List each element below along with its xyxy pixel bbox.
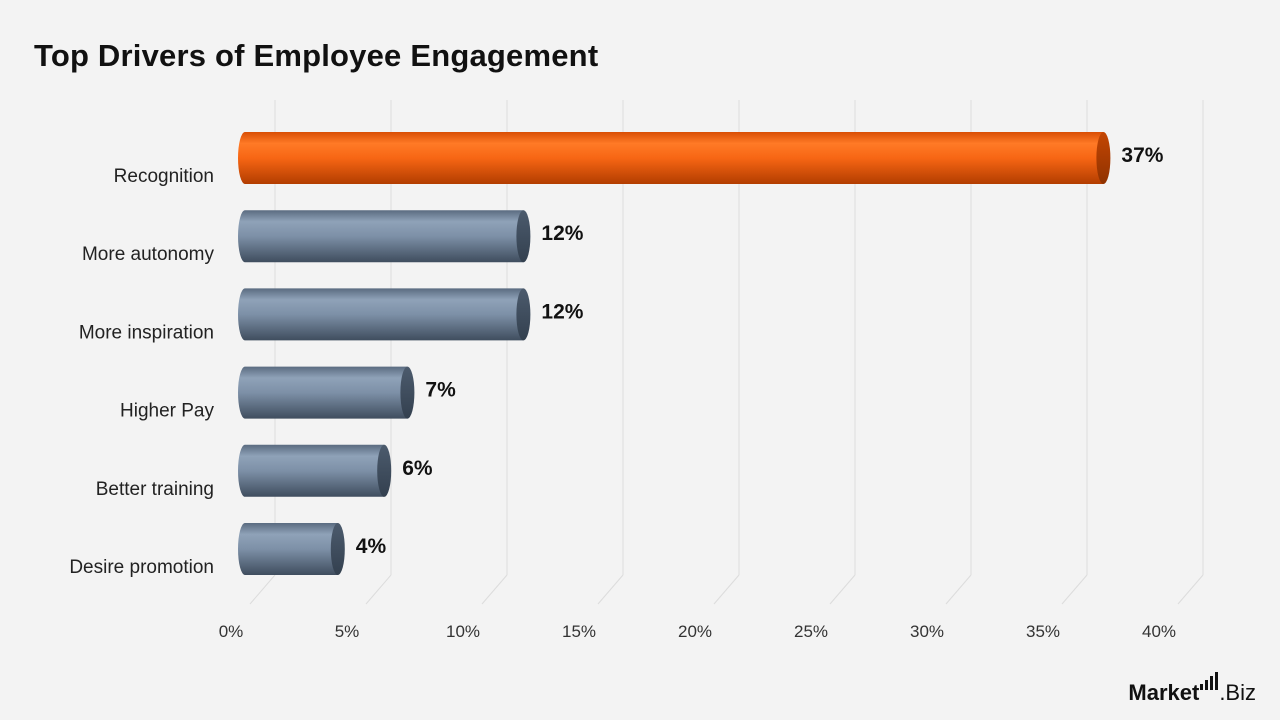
bar-body [238,444,385,497]
bar-end-cap [516,210,531,263]
value-label: 12% [541,300,583,323]
bar [238,523,345,575]
bar-body [238,523,338,575]
gridline-floor [829,574,856,605]
category-label: Better training [96,479,214,500]
category-label: Desire promotion [69,557,214,578]
bar-body [238,210,524,263]
logo-text-suffix: .Biz [1219,680,1256,705]
bar-body [238,366,408,419]
category-label: Higher Pay [120,401,214,422]
gridline-floor [249,574,276,605]
bar-end-cap [377,444,392,497]
value-label: 6% [402,457,433,480]
value-label: 4% [356,535,387,558]
x-tick-label: 0% [219,622,244,641]
category-label: Recognition [114,166,214,187]
bar [238,366,415,419]
gridline-floor [713,574,740,605]
brand-logo: Market .Biz [1128,672,1256,706]
bar [238,210,531,263]
category-label: More autonomy [82,244,215,265]
gridline-floor [1177,574,1204,605]
x-tick-label: 35% [1026,622,1060,641]
gridline-floor [945,574,972,605]
value-label: 37% [1121,144,1163,167]
x-tick-label: 30% [910,622,944,641]
x-tick-label: 40% [1142,622,1176,641]
value-label: 7% [425,379,456,402]
logo-bars-icon [1200,672,1219,690]
x-tick-label: 10% [446,622,480,641]
category-label: More inspiration [79,322,214,343]
logo-text-strong: Market [1128,680,1200,705]
x-tick-label: 20% [678,622,712,641]
gridline-floor [365,574,392,605]
bar-body [238,288,524,341]
value-label: 12% [541,222,583,245]
bar [238,288,531,341]
bar-body [238,132,1104,184]
bar [238,444,392,497]
x-tick-label: 25% [794,622,828,641]
gridline-floor [1061,574,1088,605]
x-tick-label: 5% [335,622,360,641]
bar-end-cap [1096,132,1111,184]
bar-end-cap [330,523,345,575]
x-tick-label: 15% [562,622,596,641]
bar-end-cap [516,288,531,341]
gridline-floor [481,574,508,605]
bar-end-cap [400,366,415,419]
bar [238,132,1111,184]
chart-title: Top Drivers of Employee Engagement [34,38,599,73]
gridline-floor [597,574,624,605]
